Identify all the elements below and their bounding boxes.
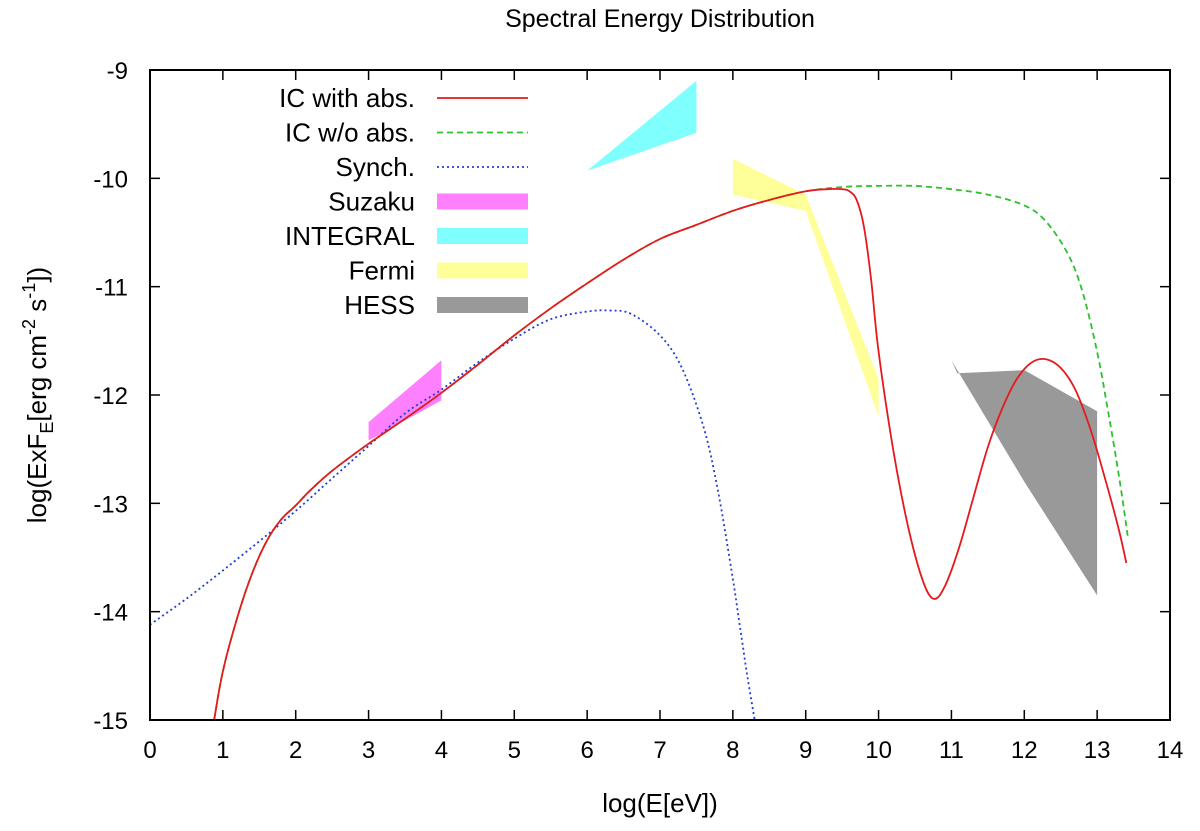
y-axis-label-part: ]) [22, 267, 52, 283]
x-tick-label: 11 [939, 737, 964, 764]
x-tick-label: 9 [799, 737, 812, 764]
x-tick-label: 10 [865, 737, 892, 764]
y-tick-label: -15 [93, 708, 128, 735]
legend-item: Suzaku [328, 187, 528, 217]
legend-label: Fermi [349, 256, 415, 286]
legend: IC with abs. IC w/o abs. Synch. Suzaku INTEG… [279, 83, 528, 320]
legend-item: Fermi [349, 256, 528, 286]
x-tick-label: 7 [653, 737, 666, 764]
y-tick-label: -11 [95, 275, 128, 302]
x-tick-label: 3 [362, 737, 375, 764]
x-tick-label: 12 [1011, 737, 1038, 764]
y-axis-label-part: s [22, 299, 52, 319]
legend-label: Synch. [336, 152, 416, 182]
x-tick-label: 14 [1157, 737, 1184, 764]
band-integral [587, 81, 696, 171]
legend-label: INTEGRAL [285, 221, 415, 251]
x-tick-label: 5 [508, 737, 521, 764]
x-axis-label: log(E[eV]) [602, 788, 718, 818]
legend-label: IC with abs. [279, 83, 415, 113]
y-axis-label-part: [erg cm [22, 335, 52, 422]
y-tick-labels: -15 -14 -13 -12 -11 -10 -9 [93, 58, 128, 735]
model-curves [150, 186, 1128, 720]
y-axis-label: log(ExFE[erg cm-2 s-1]) [19, 267, 57, 523]
x-tick-label: 4 [435, 737, 448, 764]
legend-label: HESS [344, 290, 415, 320]
y-tick-label: -12 [93, 383, 128, 410]
x-tick-label: 0 [143, 737, 156, 764]
y-axis-label-part: log(ExF [22, 434, 52, 524]
band-fermi [733, 159, 879, 417]
y-tick-label: -10 [93, 166, 128, 193]
legend-fill-sample [437, 297, 528, 313]
sed-chart: Spectral Energy Distribution 01234567891… [0, 0, 1200, 831]
y-axis-label-subscript: E [37, 422, 57, 434]
x-tick-labels: 0 1 2 3 4 5 6 7 8 9 10 11 12 13 14 [143, 737, 1183, 764]
y-axis-label-superscript: -1 [19, 283, 39, 299]
series-line-synchrotron [150, 310, 755, 720]
x-tick-label: 2 [289, 737, 302, 764]
x-tick-label: 1 [216, 737, 229, 764]
x-tick-label: 6 [580, 737, 593, 764]
x-tick-label: 8 [726, 737, 739, 764]
legend-fill-sample [437, 194, 528, 210]
legend-label: IC w/o abs. [285, 118, 415, 148]
observation-bands [369, 81, 1098, 596]
legend-item: INTEGRAL [285, 221, 528, 251]
legend-label: Suzaku [328, 187, 415, 217]
legend-fill-sample [437, 228, 528, 244]
y-tick-label: -14 [93, 600, 128, 627]
legend-item: IC w/o abs. [285, 118, 528, 148]
legend-fill-sample [437, 263, 528, 279]
chart-title: Spectral Energy Distribution [505, 5, 815, 33]
band-hess [951, 360, 1097, 595]
y-tick-label: -9 [107, 58, 128, 85]
y-axis-label-superscript: -2 [19, 319, 39, 335]
legend-item: Synch. [336, 152, 529, 182]
legend-item: IC with abs. [279, 83, 528, 113]
x-tick-label: 13 [1084, 737, 1111, 764]
y-tick-label: -13 [93, 491, 128, 518]
legend-item: HESS [344, 290, 528, 320]
